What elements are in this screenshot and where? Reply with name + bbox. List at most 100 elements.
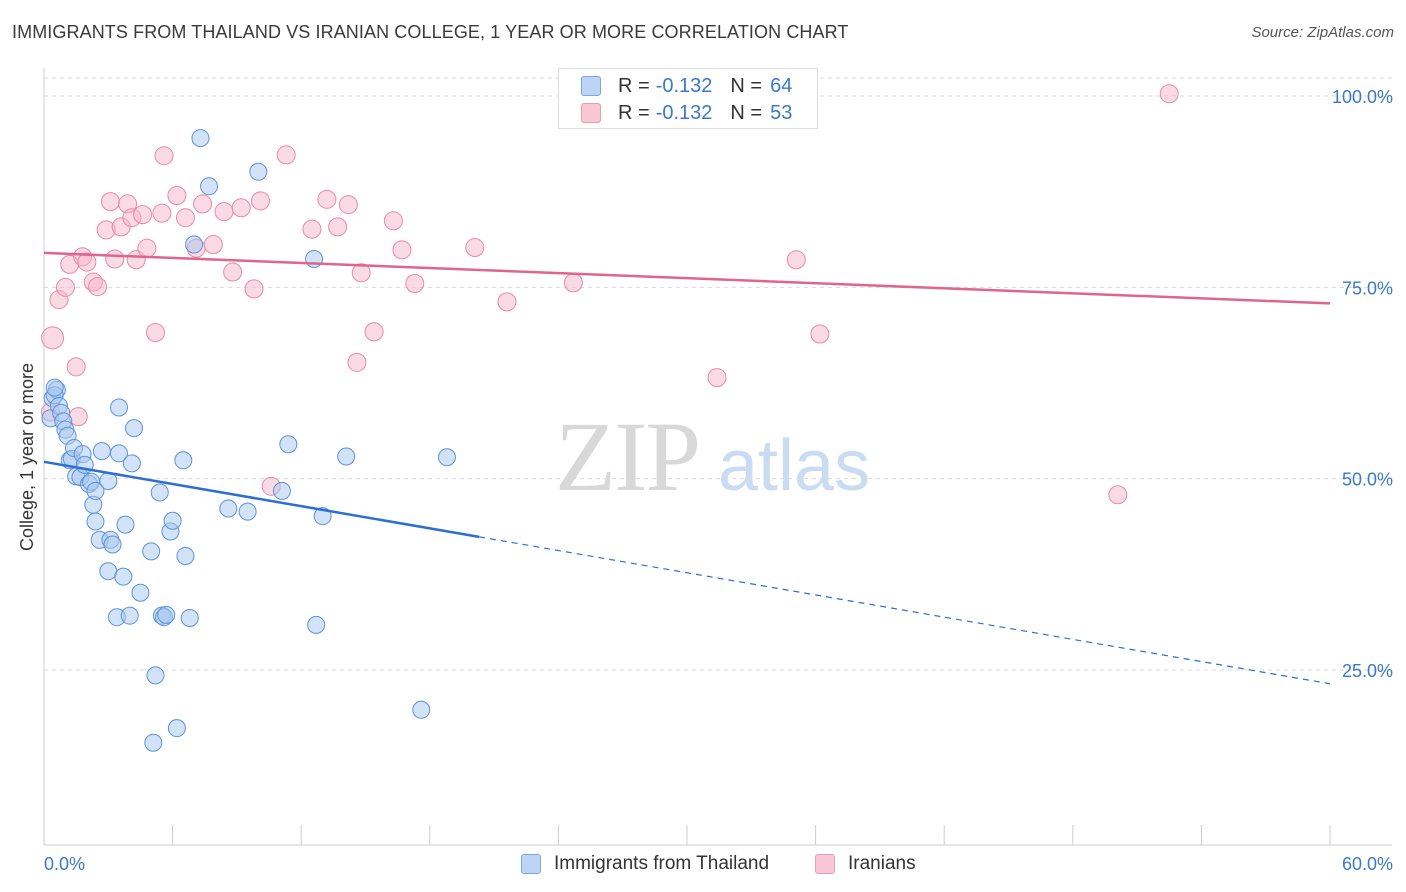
- thailand-point: [437, 448, 456, 467]
- iranians-point: [137, 238, 157, 258]
- iranians-point: [77, 252, 97, 272]
- thailand-point: [110, 398, 129, 417]
- iranians-point: [244, 279, 264, 299]
- legend-swatch-blue: [581, 76, 601, 96]
- thailand-point: [146, 666, 165, 685]
- iranians-point: [707, 368, 727, 388]
- thailand-point: [180, 608, 199, 627]
- thailand-point: [103, 535, 122, 554]
- iranians-point: [465, 238, 485, 258]
- iranians-point: [231, 198, 251, 218]
- thailand-point: [122, 454, 141, 473]
- iranians-point: [383, 211, 403, 231]
- legend-n-label: N =: [730, 74, 763, 97]
- thailand-point: [249, 162, 268, 181]
- bottom-legend-swatch-pink: [815, 854, 835, 874]
- y-axis-label: College, 1 year or more: [17, 363, 37, 551]
- iranians-point: [328, 217, 348, 237]
- iranians-point: [302, 219, 322, 239]
- iranians-point: [105, 249, 125, 269]
- iranians-point: [133, 205, 153, 225]
- iranians-point: [55, 277, 75, 297]
- iranians-point: [66, 357, 86, 377]
- iranians-point: [167, 185, 187, 205]
- iranians-point: [786, 250, 806, 270]
- legend-row-iranians: R = -0.132 N = 53: [581, 101, 793, 125]
- iranians-point: [175, 208, 195, 228]
- thailand-point: [238, 502, 257, 521]
- thailand-point: [45, 378, 64, 397]
- bottom-legend-thailand: Immigrants from Thailand: [521, 851, 769, 877]
- thailand-point: [200, 177, 219, 196]
- iranians-point: [364, 322, 384, 342]
- legend-r-value: -0.132: [655, 74, 713, 97]
- bottom-legend-iranians: Iranians: [815, 851, 916, 877]
- legend-r-value: -0.132: [655, 101, 713, 124]
- iranians-point: [405, 274, 425, 294]
- iranians-point: [214, 202, 234, 222]
- thailand-point: [114, 567, 133, 586]
- thailand-point: [131, 583, 150, 602]
- iranians-point: [276, 145, 296, 165]
- bottom-legend-label-thailand: Immigrants from Thailand: [554, 853, 770, 874]
- iranians-point: [338, 195, 358, 215]
- chart-title: IMMIGRANTS FROM THAILAND VS IRANIAN COLL…: [12, 22, 849, 42]
- iranians-point: [203, 234, 223, 254]
- iranians-point: [351, 263, 371, 283]
- iranians-point: [154, 146, 174, 166]
- bottom-legend-label-iranians: Iranians: [848, 853, 916, 874]
- thailand-point: [86, 512, 105, 531]
- iranians-point: [193, 194, 213, 214]
- watermark: ZIP atlas: [555, 401, 870, 512]
- thailand-point: [120, 606, 139, 625]
- thailand-point: [279, 435, 298, 454]
- thailand-point: [116, 515, 135, 534]
- tick-labels: 25.0% 50.0% 75.0% 100.0% 0.0% 60.0% College, 1…: [17, 87, 1393, 874]
- iranians-point: [41, 326, 65, 350]
- thailand-point: [167, 719, 186, 738]
- iranians-point: [145, 322, 165, 342]
- y-tick-label: 50.0%: [1342, 470, 1393, 490]
- thailand-trend-extension: [478, 536, 1331, 685]
- y-tick-label: 100.0%: [1332, 87, 1393, 107]
- thailand-point: [142, 542, 161, 561]
- iranians-point: [250, 191, 270, 211]
- legend-n-value: 53: [770, 101, 793, 124]
- thailand-point: [191, 129, 210, 148]
- x-tick-label: 60.0%: [1342, 854, 1393, 874]
- legend-n-value: 64: [770, 74, 793, 97]
- thailand-point: [313, 507, 332, 526]
- thailand-point: [157, 605, 176, 624]
- thailand-point: [176, 546, 195, 565]
- bottom-legend-swatch-blue: [521, 854, 541, 874]
- y-tick-label: 75.0%: [1342, 278, 1393, 298]
- thailand-point: [272, 481, 291, 500]
- axes: [43, 68, 1392, 846]
- thailand-point: [307, 615, 326, 634]
- thailand-point: [99, 562, 118, 581]
- iranians-point: [497, 292, 517, 312]
- series-thailand: [41, 129, 456, 752]
- watermark-atlas: atlas: [718, 426, 870, 506]
- legend-row-thailand: R = -0.132 N = 64: [581, 74, 793, 98]
- iranians-point: [317, 189, 337, 209]
- thailand-trend-line: [43, 460, 480, 539]
- legend-r-label: R =: [618, 74, 650, 97]
- legend-r-label: R =: [618, 101, 650, 124]
- thailand-point: [125, 419, 144, 438]
- thailand-point: [86, 481, 105, 500]
- thailand-point: [92, 442, 111, 461]
- thailand-point: [185, 235, 204, 254]
- iranians-point: [1159, 84, 1179, 104]
- thailand-point: [163, 511, 182, 530]
- iranians-point: [1108, 485, 1128, 505]
- iranians-point: [100, 192, 120, 212]
- x-tick-label: 0.0%: [44, 854, 85, 874]
- thailand-point: [150, 483, 169, 502]
- iranians-point: [223, 262, 243, 282]
- iranians-point: [152, 203, 172, 223]
- y-tick-label: 25.0%: [1342, 661, 1393, 681]
- iranians-trend-line: [43, 251, 1331, 305]
- thailand-point: [337, 447, 356, 466]
